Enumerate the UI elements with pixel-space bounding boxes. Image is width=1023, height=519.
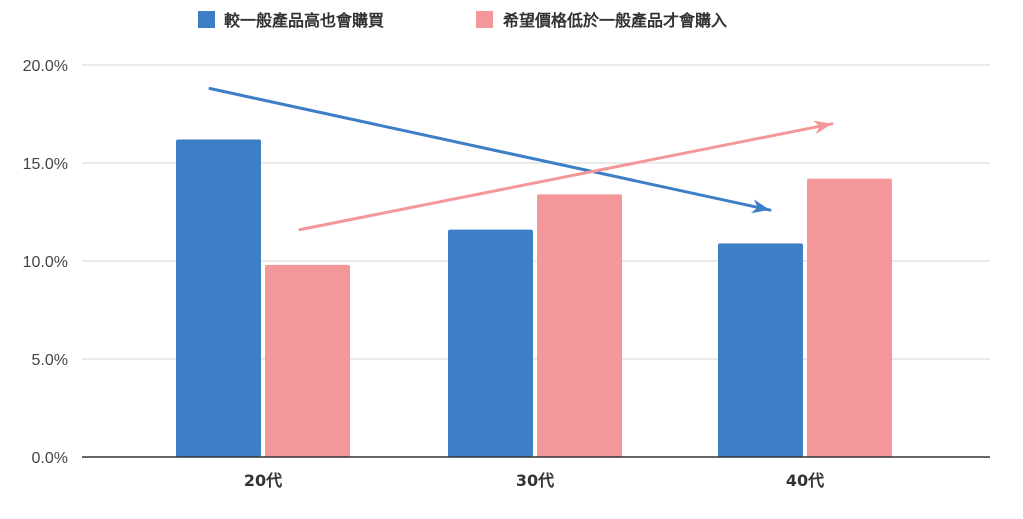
legend-label-series-1: 較一般產品高也會購買	[224, 11, 384, 30]
y-axis-tick-labels: 0.0% 5.0% 10.0% 15.0% 20.0%	[23, 58, 68, 467]
y-tick-label: 15.0%	[23, 156, 68, 173]
legend-swatch-series-1	[198, 11, 215, 28]
trend-arrow-line	[208, 87, 772, 212]
bar-series-1	[448, 229, 533, 457]
x-axis-category-labels: 20代 30代 40代	[244, 471, 824, 490]
y-tick-label: 5.0%	[32, 352, 68, 369]
bars	[176, 139, 892, 458]
bar-series-1	[718, 243, 803, 457]
x-category-label: 30代	[516, 471, 554, 490]
y-tick-label: 10.0%	[23, 254, 68, 271]
trend-arrows	[208, 87, 834, 232]
trend-arrow-head	[750, 199, 770, 214]
legend-label-series-2: 希望價格低於一般產品才會購入	[503, 11, 727, 30]
x-category-label: 20代	[244, 471, 282, 490]
y-tick-label: 0.0%	[32, 450, 68, 467]
x-category-label: 40代	[786, 471, 824, 490]
trend-arrow-line	[298, 122, 834, 232]
bar-series-1	[176, 139, 261, 458]
legend: 較一般產品高也會購買 希望價格低於一般產品才會購入	[198, 11, 727, 30]
bar-series-2	[537, 194, 622, 458]
y-tick-label: 20.0%	[23, 58, 68, 75]
legend-swatch-series-2	[476, 11, 493, 28]
bar-series-2	[807, 178, 892, 457]
bar-series-2	[265, 264, 350, 457]
trend-arrow-head	[812, 120, 832, 135]
